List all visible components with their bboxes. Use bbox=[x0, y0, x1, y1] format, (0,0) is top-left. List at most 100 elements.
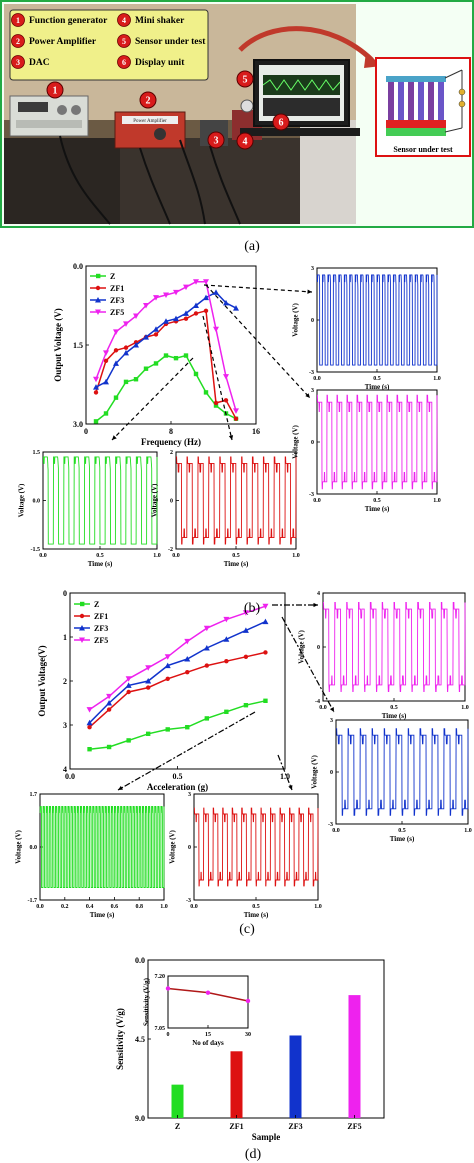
data-point-Z bbox=[203, 390, 209, 395]
data-point-ZF5 bbox=[164, 654, 171, 660]
data-point-ZF1 bbox=[203, 308, 209, 313]
data-point-ZF1 bbox=[126, 689, 131, 695]
y-tick-label: 0 bbox=[311, 440, 314, 446]
photo-marker-num: 6 bbox=[279, 118, 284, 129]
connector-to-magenta bbox=[205, 284, 311, 399]
y-axis-label: Voltage (V) bbox=[17, 483, 25, 517]
legend-label-ZF3: ZF3 bbox=[94, 624, 108, 633]
chart-c-red: 0.0 0.5 1.0 3 0 -3 Time (s) Voltage (V) bbox=[168, 792, 321, 919]
data-point-ZF3 bbox=[153, 326, 159, 332]
chart-d-main: 0.0 4.5 9.0 Sensitivity (V/g) Sample Z ZF1 ZF3 Z… bbox=[115, 956, 385, 1142]
data-point-ZF1 bbox=[87, 725, 92, 730]
photo-marker-num: 3 bbox=[214, 136, 219, 147]
connector-c-blue-head bbox=[329, 707, 334, 712]
y-axis-label: Voltage (V) bbox=[14, 829, 22, 863]
connector-c-magenta-head bbox=[313, 602, 318, 608]
x-axis-label: Time (s) bbox=[224, 560, 249, 568]
data-point-Z bbox=[106, 744, 112, 750]
y-tick-label: 0.0 bbox=[73, 262, 83, 271]
caption-d: (d) bbox=[245, 1147, 262, 1162]
legend-marker-num: 4 bbox=[122, 16, 126, 25]
y-tick-label: 1.7 bbox=[30, 792, 38, 798]
data-point-Z bbox=[163, 353, 169, 358]
data-point-ZF3 bbox=[183, 310, 189, 316]
data-point-Z bbox=[183, 353, 189, 358]
x-tick-label: 0.6 bbox=[111, 904, 119, 910]
x-tick-label: 0.5 bbox=[373, 498, 381, 504]
legend-marker-num: 1 bbox=[16, 16, 20, 25]
x-tick-label: 0.0 bbox=[172, 553, 180, 559]
y-tick-label: 9.0 bbox=[135, 1114, 145, 1123]
x-tick-label: 0.5 bbox=[173, 772, 183, 781]
y-tick-label: 3 bbox=[188, 792, 191, 798]
data-point-ZF1 bbox=[183, 316, 189, 321]
x-axis-label: Sample bbox=[252, 1132, 281, 1142]
photo-marker-5 bbox=[236, 70, 254, 88]
data-point-ZF5 bbox=[103, 350, 109, 356]
caption-c: (c) bbox=[239, 922, 255, 937]
caption-b: (b) bbox=[244, 601, 261, 616]
inset-caption: Sensor under test bbox=[393, 145, 453, 154]
x-tick-label: 0.5 bbox=[373, 376, 381, 382]
y-tick-label: 4 bbox=[63, 765, 67, 774]
waveform-ZF3 bbox=[316, 274, 438, 366]
chart-b-blue: 0.0 0.5 1.0 3 0 -3 Time (s) Voltage (V) bbox=[291, 266, 440, 391]
legend-marker-ZF3 bbox=[95, 297, 101, 303]
y-tick-label: 0 bbox=[311, 318, 314, 324]
data-point-ZF5 bbox=[193, 279, 199, 285]
caption-a: (a) bbox=[244, 239, 260, 254]
data-point-ZF3 bbox=[143, 334, 149, 340]
legend-marker-5 bbox=[117, 34, 131, 48]
photo-marker-num: 2 bbox=[146, 96, 151, 107]
data-point-ZF1 bbox=[243, 654, 249, 659]
data-point-Z bbox=[263, 698, 268, 703]
waveform-ZF1 bbox=[176, 456, 297, 545]
legend-marker-num: 6 bbox=[122, 58, 126, 67]
data-point-Z bbox=[185, 725, 190, 730]
data-point-Z bbox=[103, 411, 109, 416]
x-axis-label: No of days bbox=[192, 1039, 224, 1047]
data-point-ZF3 bbox=[203, 645, 210, 651]
legend-marker-4 bbox=[117, 13, 131, 27]
data-point-ZF3 bbox=[106, 700, 113, 706]
data-point-ZF1 bbox=[103, 358, 109, 363]
y-tick-label: 1 bbox=[63, 633, 67, 642]
waveform-Z bbox=[42, 456, 158, 545]
x-axis-label: Frequency (Hz) bbox=[141, 437, 201, 447]
y-tick-label: 0 bbox=[63, 589, 67, 598]
x-tick-label: 8 bbox=[169, 427, 173, 436]
legend-label: DAC bbox=[29, 58, 50, 68]
legend-marker-num: 3 bbox=[16, 58, 20, 67]
x-tick-label: 0.5 bbox=[252, 904, 260, 910]
data-point-ZF5 bbox=[262, 603, 269, 610]
data-point-Z bbox=[87, 747, 92, 752]
y-tick-label: 7.05 bbox=[155, 1026, 166, 1032]
data-point-ZF3 bbox=[262, 618, 269, 625]
data-point-ZF5 bbox=[183, 284, 189, 291]
x-tick-label: Z bbox=[175, 1122, 180, 1131]
connector-to-magenta-head bbox=[305, 393, 310, 398]
y-tick-label: -1.5 bbox=[31, 547, 41, 553]
y-tick-label: 0.0 bbox=[33, 499, 41, 505]
data-point-ZF3 bbox=[125, 682, 132, 688]
legend-label: Mini shaker bbox=[135, 16, 185, 26]
data-point-ZF5 bbox=[163, 292, 169, 298]
y-axis-label: Sensitivity (V/g) bbox=[142, 977, 150, 1026]
legend-marker-ZF3 bbox=[79, 625, 85, 631]
legend-label: Function generator bbox=[29, 16, 108, 26]
data-point-ZF5 bbox=[133, 313, 139, 320]
x-axis-label: Time (s) bbox=[365, 505, 390, 513]
y-axis-label: Voltage (V) bbox=[310, 754, 318, 788]
photo-marker-num: 4 bbox=[243, 137, 248, 148]
data-point-ZF5 bbox=[93, 376, 99, 383]
data-point-Z bbox=[113, 395, 119, 400]
data-point-ZF5 bbox=[123, 321, 129, 327]
data-point-ZF1 bbox=[165, 676, 170, 681]
legend-marker-ZF1 bbox=[79, 613, 85, 619]
panel-a-photo: Power Amplifier 1 Function generator 2 Powe… bbox=[0, 0, 474, 254]
data-point-ZF3 bbox=[145, 678, 152, 684]
series-line-ZF1 bbox=[88, 651, 266, 728]
y-tick-label: 3 bbox=[330, 718, 333, 724]
